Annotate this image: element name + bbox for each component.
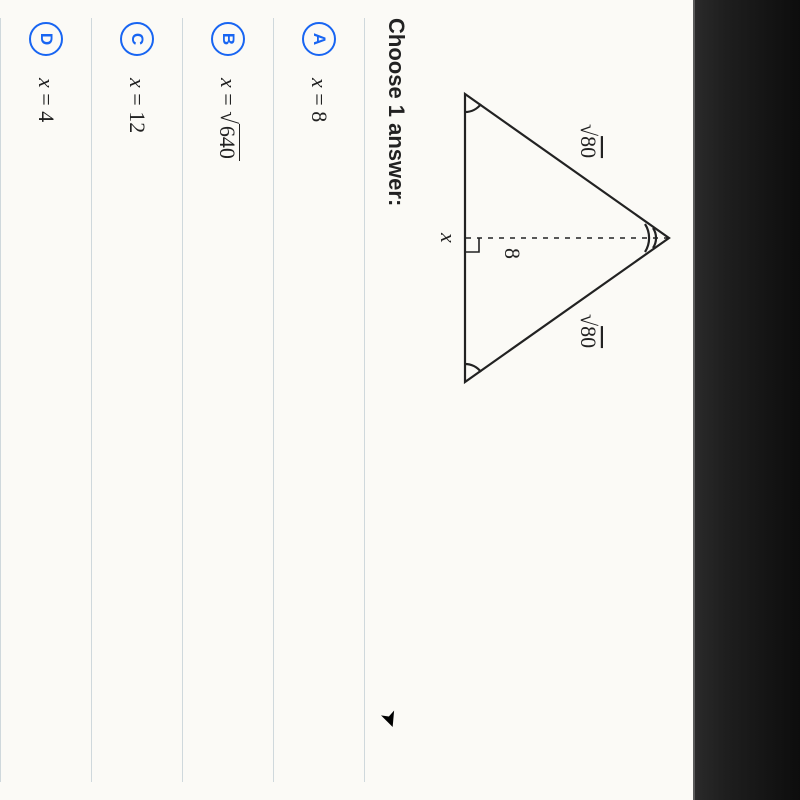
choice-badge: D <box>29 22 63 56</box>
quiz-content: √80 √80 8 x ➤ Choose 1 answer: A x = 8 B… <box>0 0 693 800</box>
left-side-label: √80 <box>576 124 601 158</box>
triangle-svg: √80 √80 8 x <box>435 78 675 418</box>
altitude-label: 8 <box>500 248 525 259</box>
choice-badge: B <box>211 22 245 56</box>
choice-expression: x = 12 <box>124 78 150 133</box>
choice-c[interactable]: C x = 12 <box>92 18 183 782</box>
answer-choices: A x = 8 B x = √640 C x = 12 D x <box>0 18 365 782</box>
question-prompt: Choose 1 answer: <box>383 18 409 782</box>
choice-expression: x = √640 <box>215 78 241 161</box>
triangle-figure: √80 √80 8 x <box>435 18 675 782</box>
device-bezel <box>693 0 800 800</box>
choice-d[interactable]: D x = 4 <box>0 18 92 782</box>
base-label: x <box>436 232 461 243</box>
choice-expression: x = 8 <box>306 78 332 122</box>
choice-badge: A <box>302 22 336 56</box>
choice-b[interactable]: B x = √640 <box>183 18 274 782</box>
choice-badge: C <box>120 22 154 56</box>
choice-expression: x = 4 <box>33 78 59 122</box>
right-side-label: √80 <box>576 314 601 348</box>
choice-a[interactable]: A x = 8 <box>274 18 365 782</box>
